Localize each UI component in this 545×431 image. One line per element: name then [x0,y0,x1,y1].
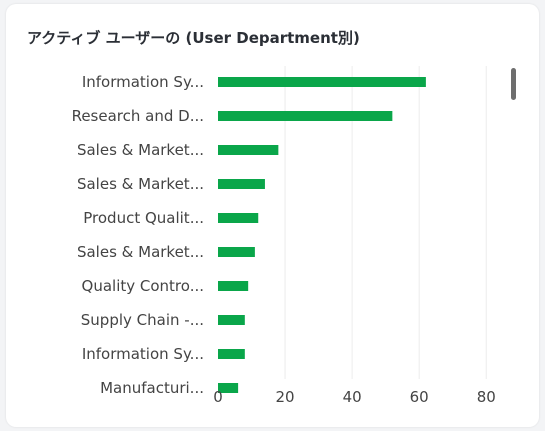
bar[interactable] [218,213,259,223]
bars [218,77,426,393]
bar[interactable] [218,281,249,291]
bar[interactable] [218,247,255,257]
bar[interactable] [218,179,265,189]
chart-title: アクティブ ユーザーの (User Department別) [27,29,360,47]
bar[interactable] [218,315,245,325]
bar[interactable] [218,383,239,393]
category-label: Sales & Market... [77,175,204,193]
chart-card: アクティブ ユーザーの (User Department別) Informati… [6,4,539,427]
category-label: Information Sy... [82,345,204,363]
bar[interactable] [218,111,393,121]
bar[interactable] [218,77,426,87]
category-label: Quality Contro... [82,277,204,295]
bar-chart: Information Sy... Research and D... Sales … [72,66,496,406]
category-label: Supply Chain -... [81,311,204,329]
bar[interactable] [218,349,245,359]
x-tick-label: 40 [343,388,362,406]
scrollbar-thumb[interactable] [511,68,516,100]
category-label: Research and D... [72,107,204,125]
x-tick-label: 80 [477,388,496,406]
x-tick-label: 60 [410,388,429,406]
bar[interactable] [218,145,279,155]
category-label: Sales & Market... [77,141,204,159]
category-label: Manufacturi... [100,379,204,397]
category-label: Information Sy... [82,73,204,91]
category-labels: Information Sy... Research and D... Sales … [72,73,204,397]
category-label: Product Qualit... [83,209,204,227]
x-tick-labels: 0 20 40 60 80 [213,388,496,406]
x-tick-label: 0 [213,388,223,406]
category-label: Sales & Market... [77,243,204,261]
x-tick-label: 20 [276,388,295,406]
